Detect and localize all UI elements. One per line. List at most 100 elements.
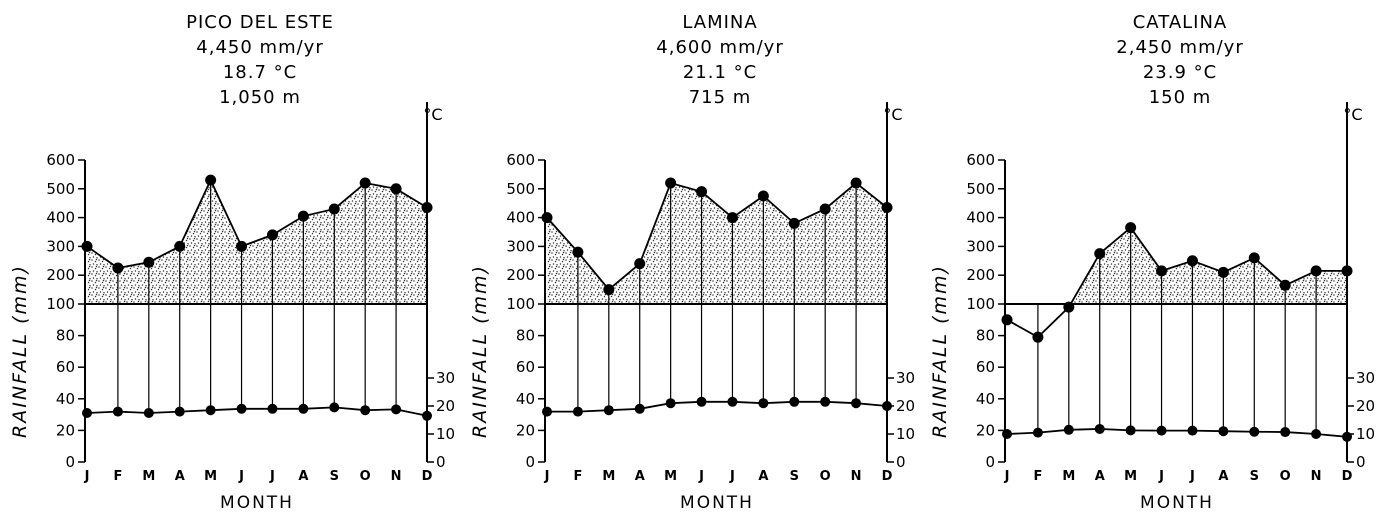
rainfall-point xyxy=(665,177,677,189)
temperature-point xyxy=(1280,427,1291,438)
rainfall-point xyxy=(143,256,155,268)
x-tick-label: N xyxy=(391,469,402,484)
x-tick-label: M xyxy=(204,469,217,484)
chart-title: PICO DEL ESTE xyxy=(186,12,334,33)
rainfall-point xyxy=(1156,265,1168,277)
x-tick-label: J xyxy=(238,469,244,484)
rainfall-point xyxy=(359,177,371,189)
y-tick-label: 500 xyxy=(966,180,995,198)
y-tick-label: 600 xyxy=(46,151,75,169)
x-tick-label: J xyxy=(729,469,735,484)
temperature-point xyxy=(422,410,432,421)
y2-tick-label: 30 xyxy=(436,369,455,387)
rainfall-point xyxy=(421,202,433,214)
y-tick-label: 300 xyxy=(46,237,75,255)
x-tick-label: M xyxy=(602,469,615,484)
y-tick-label: 40 xyxy=(516,390,535,408)
mean-temperature: 18.7 °C xyxy=(222,62,298,83)
chart-title: LAMINA xyxy=(682,12,758,33)
y-tick-label: 40 xyxy=(976,390,995,408)
rainfall-point xyxy=(266,229,278,241)
temperature-point xyxy=(696,396,707,407)
temperature-point xyxy=(603,405,614,416)
rainfall-point xyxy=(1001,314,1013,326)
x-tick-label: A xyxy=(1095,469,1105,484)
rainfall-point xyxy=(112,262,124,274)
temperature-point xyxy=(267,403,278,414)
temperature-point xyxy=(789,396,800,407)
x-tick-label: N xyxy=(851,469,862,484)
plot-area: 0 20 40 60 80 100 200 300 400 500 600 0 10 20 30 °C J F M A… xyxy=(929,102,1375,513)
rainfall-point xyxy=(1248,252,1260,264)
temperature-point xyxy=(174,406,185,417)
y-tick-label: 400 xyxy=(966,209,995,227)
x-tick-label: S xyxy=(330,469,339,484)
rainfall-point xyxy=(603,284,615,296)
y-tick-label: 200 xyxy=(46,266,75,284)
temperature-point xyxy=(634,403,645,414)
y2-tick-label: 20 xyxy=(436,397,455,415)
y-tick-label: 60 xyxy=(56,358,75,376)
temperature-point xyxy=(143,408,154,418)
temperature-point xyxy=(1094,423,1105,434)
x-tick-label: J xyxy=(698,469,704,484)
rainfall-point xyxy=(236,240,248,252)
x-axis-label: MONTH xyxy=(220,493,294,513)
temperature-point xyxy=(542,406,552,417)
x-axis-label: MONTH xyxy=(680,493,754,513)
mean-temperature: 21.1 °C xyxy=(682,62,758,83)
rainfall-line xyxy=(546,181,888,291)
y-tick-label: 400 xyxy=(506,209,535,227)
rainfall-point xyxy=(174,240,186,252)
y-tick-label: 600 xyxy=(506,151,535,169)
y2-tick-label: 0 xyxy=(436,453,446,471)
x-tick-label: D xyxy=(422,469,433,484)
y2-tick-label: 30 xyxy=(896,369,915,387)
x-tick-label: J xyxy=(1189,469,1195,484)
annual-rainfall: 4,600 mm/yr xyxy=(656,37,784,58)
chart-header: LAMINA 4,600 mm/yr 21.1 °C 715 m xyxy=(540,10,900,110)
y-tick-label: 0 xyxy=(525,453,535,471)
annual-rainfall: 2,450 mm/yr xyxy=(1116,37,1244,58)
x-tick-label: O xyxy=(820,469,831,484)
temperature-point xyxy=(1002,429,1012,439)
temperature-point xyxy=(82,408,92,418)
x-tick-label: N xyxy=(1311,469,1322,484)
humid-period-fill xyxy=(87,180,427,304)
mean-temperature: 23.9 °C xyxy=(1142,62,1218,83)
elevation: 150 m xyxy=(1148,87,1212,108)
x-tick-label: A xyxy=(635,469,645,484)
rainfall-point xyxy=(757,190,769,202)
y-tick-label: 500 xyxy=(46,180,75,198)
y-tick-label: 80 xyxy=(976,327,995,345)
y-tick-label: 40 xyxy=(56,390,75,408)
temperature-unit-label: °C xyxy=(423,105,442,124)
rainfall-point xyxy=(1310,265,1322,277)
rainfall-point xyxy=(541,212,553,224)
chart-title: CATALINA xyxy=(1132,12,1228,33)
humid-period-fill xyxy=(1007,227,1347,304)
temperature-point xyxy=(820,396,831,407)
x-tick-label: F xyxy=(1033,469,1042,484)
chart-header: CATALINA 2,450 mm/yr 23.9 °C 150 m xyxy=(1000,10,1360,110)
x-tick-label: S xyxy=(790,469,799,484)
rainfall-point xyxy=(1279,279,1291,291)
temperature-point xyxy=(758,398,769,409)
y-tick-label: 300 xyxy=(506,237,535,255)
climate-chart-pico-del-este: PICO DEL ESTE 4,450 mm/yr 18.7 °C 1,050 … xyxy=(0,0,460,515)
temperature-point xyxy=(572,406,583,417)
x-tick-label: J xyxy=(269,469,275,484)
y-tick-label: 20 xyxy=(56,421,75,439)
temperature-point xyxy=(665,398,676,409)
x-tick-label: F xyxy=(113,469,122,484)
x-tick-label: M xyxy=(664,469,677,484)
rainfall-point xyxy=(1032,331,1044,343)
plot-area: 0 20 40 60 80 100 200 300 400 500 600 0 10 20 30 °C J F M A… xyxy=(9,102,455,513)
temperature-point xyxy=(1218,426,1229,437)
x-tick-label: J xyxy=(1004,469,1010,484)
y-tick-label: 600 xyxy=(966,151,995,169)
x-tick-label: M xyxy=(1062,469,1075,484)
y-tick-label: 60 xyxy=(516,358,535,376)
temperature-point xyxy=(329,402,340,413)
y-axis-label: RAINFALL (mm) xyxy=(469,264,491,438)
